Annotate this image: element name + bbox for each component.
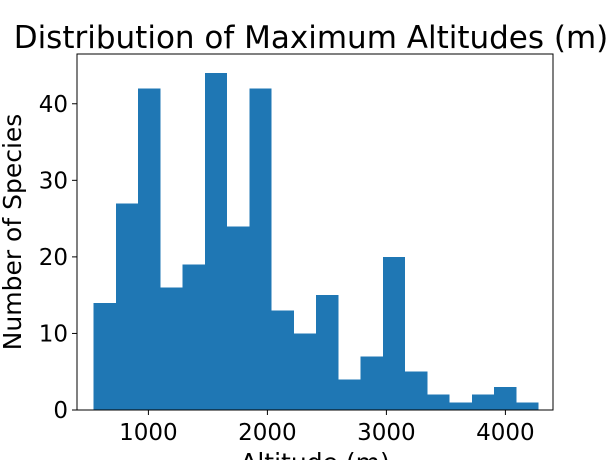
y-tick-label: 20 <box>39 245 68 271</box>
histogram-bar <box>138 88 161 411</box>
histogram-bar <box>360 356 383 410</box>
x-tick-label: 3000 <box>357 420 416 446</box>
x-tick-label: 2000 <box>238 420 297 446</box>
histogram-bar <box>338 379 361 410</box>
histogram-bar <box>382 256 406 410</box>
histogram-bar <box>405 371 428 410</box>
histogram-bar <box>471 394 495 410</box>
histogram-bar <box>271 310 294 410</box>
histogram-bar <box>93 302 116 410</box>
x-axis-label: Altitude (m) <box>240 448 390 460</box>
histogram-bar <box>249 88 272 411</box>
y-axis-label: Number of Species <box>0 114 27 351</box>
chart-title: Distribution of Maximum Altitudes (m) <box>14 20 609 56</box>
histogram-bar <box>293 333 317 410</box>
histogram-bar <box>449 402 472 410</box>
histogram-bar <box>204 73 228 411</box>
histogram-bar <box>160 287 183 410</box>
histogram-bar <box>182 264 205 410</box>
y-tick-label: 0 <box>53 398 68 424</box>
histogram-bar <box>427 394 450 410</box>
x-axis-ticks: 1000 2000 3000 4000 <box>119 410 535 446</box>
histogram-bar <box>316 295 339 410</box>
y-tick-label: 40 <box>39 92 68 118</box>
y-tick-label: 30 <box>39 168 68 194</box>
x-tick-label: 4000 <box>476 420 535 446</box>
x-tick-label: 1000 <box>119 420 178 446</box>
histogram-bar <box>516 402 539 410</box>
histogram-bar <box>494 387 517 410</box>
y-tick-label: 10 <box>39 321 68 347</box>
y-axis-ticks: 0 10 20 30 40 <box>39 92 77 424</box>
histogram-bar <box>227 226 250 410</box>
bars-group <box>93 73 539 411</box>
histogram-bar <box>115 203 139 410</box>
plot-frame <box>76 53 554 411</box>
